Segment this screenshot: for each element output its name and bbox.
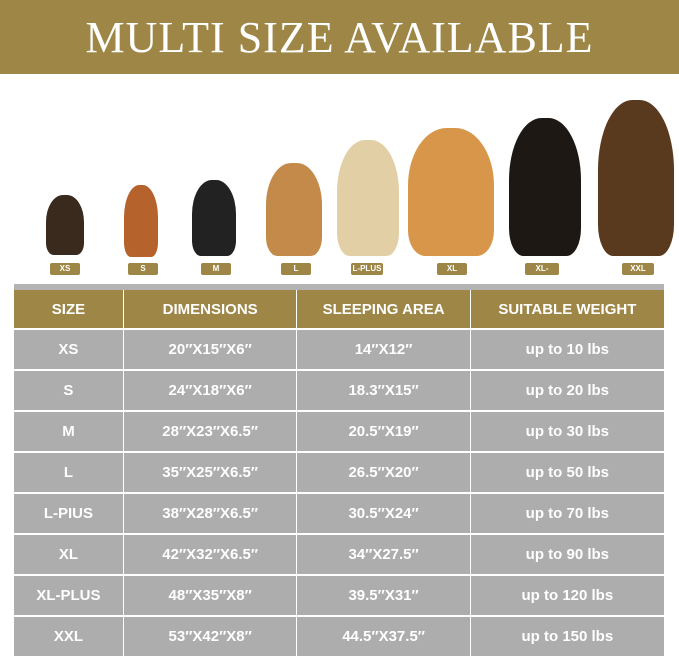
table-row: S 24″X18″X6″ 18.3″X15″ up to 20 lbs [14,369,664,411]
table-cell: 18.3″X15″ [296,369,471,411]
table-cell: S [14,369,124,411]
table-cell: M [14,410,124,452]
column-header: SUITABLE WEIGHT [469,284,664,329]
table-cell: 28″X23″X6.5″ [122,410,297,452]
table-cell: 14″X12″ [296,328,471,370]
table-row: XXL 53″X42″X8″ 44.5″X37.5″ up to 150 lbs [14,615,664,656]
table-cell: L-PIUS [14,492,124,534]
dog-image [46,195,84,255]
size-badge: M [201,263,231,275]
table-cell: L [14,451,124,493]
column-header: SIZE [14,284,124,329]
dog-image [509,118,581,256]
table-cell: 42″X32″X6.5″ [122,533,297,575]
table-cell: up to 90 lbs [469,533,664,575]
size-table: SIZE DIMENSIONS SLEEPING AREA SUITABLE WEIG… [14,284,664,656]
size-badge: XL-PLUS [525,263,559,285]
table-cell: 39.5″X31″ [296,574,471,616]
table-cell: up to 10 lbs [469,328,664,370]
table-cell: 20.5″X19″ [296,410,471,452]
size-badge: XL [437,263,467,275]
table-cell: 30.5″X24″ [296,492,471,534]
size-badge: L-PLUS [351,263,383,275]
table-cell: up to 20 lbs [469,369,664,411]
table-cell: up to 120 lbs [469,574,664,616]
column-header: SLEEPING AREA [296,284,471,329]
table-row: XL-PLUS 48″X35″X8″ 39.5″X31″ up to 120 lbs [14,574,664,616]
table-cell: 26.5″X20″ [296,451,471,493]
table-cell: XXL [14,615,124,656]
table-cell: 48″X35″X8″ [122,574,297,616]
title-banner: MULTI SIZE AVAILABLE [0,0,679,74]
table-cell: up to 30 lbs [469,410,664,452]
table-cell: 38″X28″X6.5″ [122,492,297,534]
size-badge: XXL [622,263,654,275]
size-badge: S [128,263,158,275]
table-header: SIZE DIMENSIONS SLEEPING AREA SUITABLE WEIG… [14,284,664,329]
dog-image [408,128,494,256]
table-cell: XL [14,533,124,575]
table-cell: XS [14,328,124,370]
table-cell: 53″X42″X8″ [122,615,297,656]
table-cell: 20″X15″X6″ [122,328,297,370]
table-row: XL 42″X32″X6.5″ 34″X27.5″ up to 90 lbs [14,533,664,575]
table-row: XS 20″X15″X6″ 14″X12″ up to 10 lbs [14,328,664,370]
dog-image [598,100,674,256]
table-row: M 28″X23″X6.5″ 20.5″X19″ up to 30 lbs [14,410,664,452]
dog-image [266,163,322,256]
column-header: DIMENSIONS [122,284,297,329]
table-cell: up to 70 lbs [469,492,664,534]
table-row: L-PIUS 38″X28″X6.5″ 30.5″X24″ up to 70 lbs [14,492,664,534]
dog-image [337,140,399,256]
dog-image [124,185,158,257]
table-cell: XL-PLUS [14,574,124,616]
size-badge: XS [50,263,80,275]
table-cell: 44.5″X37.5″ [296,615,471,656]
table-cell: 24″X18″X6″ [122,369,297,411]
table-cell: 34″X27.5″ [296,533,471,575]
table-cell: up to 50 lbs [469,451,664,493]
dog-image [192,180,236,256]
table-cell: 35″X25″X6.5″ [122,451,297,493]
size-badge: L [281,263,311,275]
table-cell: up to 150 lbs [469,615,664,656]
table-row: L 35″X25″X6.5″ 26.5″X20″ up to 50 lbs [14,451,664,493]
